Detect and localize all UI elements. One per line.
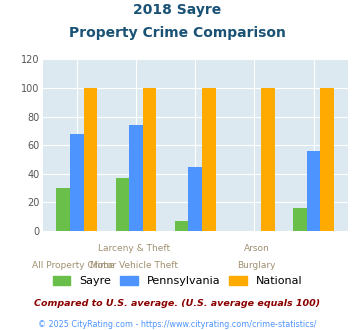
Bar [307,151,321,231]
Bar [293,208,307,231]
Bar [56,188,70,231]
Bar [261,88,275,231]
Bar [116,178,129,231]
Text: Property Crime Comparison: Property Crime Comparison [69,26,286,40]
Text: Compared to U.S. average. (U.S. average equals 100): Compared to U.S. average. (U.S. average … [34,299,321,308]
Text: Burglary: Burglary [237,261,275,270]
Bar [189,167,202,231]
Bar [321,88,334,231]
Text: Arson: Arson [244,244,269,253]
Legend: Sayre, Pennsylvania, National: Sayre, Pennsylvania, National [48,271,307,290]
Bar [129,125,143,231]
Text: 2018 Sayre: 2018 Sayre [133,3,222,17]
Text: Motor Vehicle Theft: Motor Vehicle Theft [90,261,178,270]
Bar [143,88,157,231]
Text: Larceny & Theft: Larceny & Theft [98,244,170,253]
Text: © 2025 CityRating.com - https://www.cityrating.com/crime-statistics/: © 2025 CityRating.com - https://www.city… [38,320,317,329]
Bar [202,88,216,231]
Bar [84,88,97,231]
Bar [175,221,189,231]
Bar [70,134,84,231]
Text: All Property Crime: All Property Crime [32,261,114,270]
